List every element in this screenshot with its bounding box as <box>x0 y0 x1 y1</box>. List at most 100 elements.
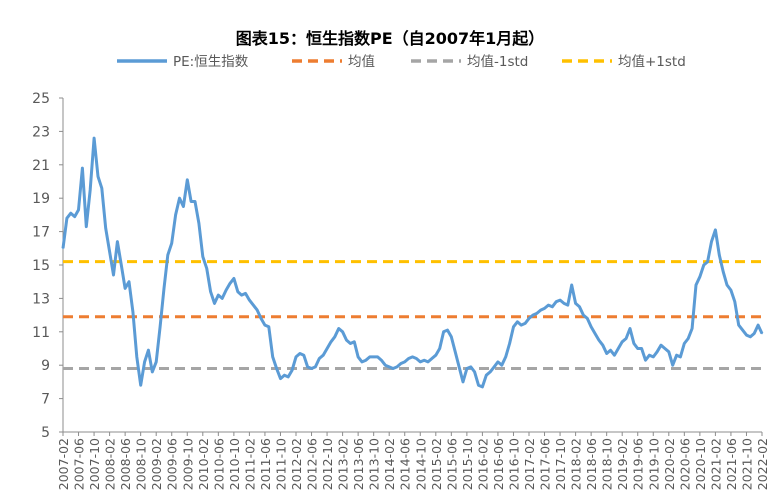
x-tick-label: 2019-06 <box>631 438 646 490</box>
x-tick-label: 2013-10 <box>367 438 382 490</box>
data-point <box>446 329 449 331</box>
data-point <box>128 280 130 283</box>
data-point <box>170 242 173 245</box>
data-point <box>353 341 356 343</box>
data-point <box>396 366 398 368</box>
data-point <box>376 356 379 358</box>
data-point <box>617 347 620 350</box>
y-tick-label: 19 <box>32 191 50 207</box>
data-point <box>539 309 542 311</box>
data-point <box>248 299 251 301</box>
data-point <box>602 344 604 347</box>
data-point <box>761 332 763 335</box>
data-point <box>563 302 565 305</box>
data-point <box>489 371 492 373</box>
data-point <box>260 317 262 320</box>
data-point <box>551 306 554 308</box>
chart-title: 图表15：恒生指数PE（自2007年1月起） <box>236 29 545 48</box>
data-point <box>380 359 383 362</box>
plot-area <box>61 136 764 389</box>
data-point <box>237 290 239 293</box>
data-point <box>318 357 321 360</box>
data-point <box>578 306 581 308</box>
x-tick-label: 2021-10 <box>739 438 754 490</box>
data-point <box>528 317 530 320</box>
x-tick-label: 2007-06 <box>72 438 87 490</box>
data-point <box>629 327 631 330</box>
data-point <box>240 294 243 296</box>
data-point <box>252 304 255 306</box>
data-point <box>671 364 674 367</box>
x-tick-label: 2008-02 <box>103 438 118 490</box>
data-point <box>419 361 422 363</box>
data-point <box>345 339 348 341</box>
data-point <box>70 212 72 214</box>
data-point <box>695 284 697 286</box>
x-tick-label: 2010-10 <box>227 438 242 490</box>
data-point <box>104 227 107 230</box>
data-point <box>481 386 484 388</box>
data-point <box>450 336 453 338</box>
data-point <box>310 367 313 370</box>
data-point <box>504 356 507 358</box>
data-point <box>462 381 464 383</box>
data-point <box>691 327 693 330</box>
data-point <box>656 351 658 353</box>
x-tick-label: 2014-06 <box>398 438 413 490</box>
data-point <box>303 354 305 357</box>
chart-legend: PE:恒生指数 均值 均值-1std 均值+1std <box>117 54 686 70</box>
x-tick-label: 2007-10 <box>87 438 102 490</box>
x-tick-label: 2009-06 <box>165 438 180 490</box>
data-point <box>613 354 616 357</box>
x-tick-label: 2011-06 <box>258 438 273 490</box>
data-point <box>271 356 274 358</box>
data-point <box>217 294 220 296</box>
data-point <box>423 359 426 362</box>
data-point <box>741 329 744 331</box>
x-tick-label: 2014-02 <box>382 438 397 490</box>
y-tick-label: 5 <box>41 425 50 441</box>
x-tick-label: 2020-06 <box>677 438 692 490</box>
data-point <box>101 187 103 189</box>
data-point <box>244 292 247 295</box>
data-point <box>574 302 577 305</box>
data-point <box>322 354 325 357</box>
data-point <box>392 367 394 370</box>
data-point <box>605 352 608 355</box>
data-point <box>213 302 216 305</box>
x-tick-label: 2021-02 <box>708 438 723 490</box>
data-point <box>194 200 196 203</box>
data-point <box>330 341 332 343</box>
data-point <box>726 284 728 286</box>
data-point <box>264 324 266 326</box>
data-point <box>497 361 499 363</box>
y-axis: 5 7 9 11 13 15 17 19 21 23 25 <box>32 91 64 441</box>
data-point <box>438 347 441 350</box>
data-point <box>524 322 526 325</box>
data-point <box>567 304 569 306</box>
data-point <box>590 326 592 328</box>
data-point <box>314 366 317 368</box>
data-point <box>427 361 429 363</box>
y-tick-label: 23 <box>32 124 50 140</box>
data-point <box>679 356 682 358</box>
data-point <box>256 309 259 311</box>
x-tick-label: 2019-10 <box>646 438 661 490</box>
data-point <box>268 326 270 328</box>
data-point <box>749 336 752 338</box>
data-point <box>609 349 612 352</box>
y-tick-label: 17 <box>32 225 50 241</box>
x-tick-label: 2008-06 <box>118 438 133 490</box>
data-point <box>598 339 600 341</box>
data-point <box>636 347 639 350</box>
data-point <box>718 254 721 256</box>
x-tick-label: 2011-02 <box>242 438 257 490</box>
data-point <box>536 312 538 315</box>
data-point <box>337 327 340 330</box>
x-tick-label: 2016-02 <box>475 438 490 490</box>
x-tick-label: 2009-02 <box>149 438 164 490</box>
x-tick-label: 2011-10 <box>273 438 288 490</box>
x-axis: 2007-02 2007-06 2007-10 2008-02 2008-06 2008-… <box>56 431 770 490</box>
x-tick-label: 2013-06 <box>351 438 366 490</box>
